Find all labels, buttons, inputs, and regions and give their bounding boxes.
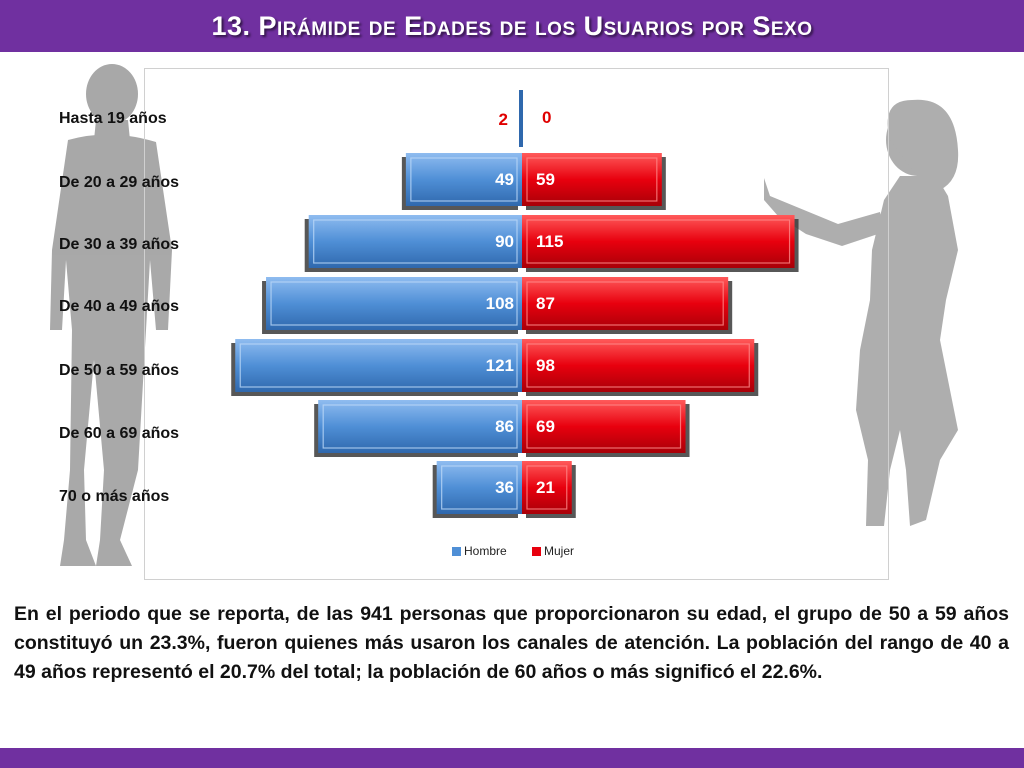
- woman-silhouette-icon: [764, 99, 959, 526]
- legend-swatch-mujer: [532, 547, 541, 556]
- bar-mujer: [522, 461, 576, 518]
- bar-hombre: [401, 153, 522, 210]
- legend-label-hombre: Hombre: [464, 544, 507, 558]
- data-label-hombre: 121: [486, 356, 514, 375]
- category-label: 70 o más años: [59, 488, 170, 505]
- data-label-mujer: 59: [536, 170, 555, 189]
- pyramid-chart: 2 0 49 59 90 115 108 87 121 98 86 69 36 21: [231, 90, 799, 518]
- data-label-mujer: 0: [542, 108, 551, 127]
- data-label-mujer: 98: [536, 356, 555, 375]
- bar-hombre: [304, 215, 522, 272]
- title-bar: 13. Pirámide de Edades de los Usuarios p…: [0, 0, 1024, 52]
- bar-hombre: [262, 277, 522, 334]
- man-silhouette-icon: [50, 64, 172, 566]
- data-label-mujer: 87: [536, 294, 555, 313]
- data-label-hombre: 2: [499, 110, 508, 129]
- data-label-mujer: 115: [536, 232, 563, 251]
- data-label-mujer: 21: [536, 478, 555, 497]
- bar-mujer: [522, 400, 690, 457]
- category-label: De 40 a 49 años: [59, 298, 180, 315]
- category-label: De 30 a 39 años: [59, 236, 180, 253]
- chart-area: [144, 68, 889, 580]
- data-label-hombre: 90: [495, 232, 514, 251]
- category-label: De 50 a 59 años: [59, 362, 180, 379]
- data-label-hombre: 86: [495, 417, 514, 436]
- footer-bar: [0, 748, 1024, 768]
- bar-hombre: [519, 90, 523, 147]
- page-title: 13. Pirámide de Edades de los Usuarios p…: [211, 10, 813, 41]
- data-label-hombre: 49: [495, 170, 514, 189]
- bar-hombre: [432, 461, 522, 518]
- bar-mujer: [522, 277, 733, 334]
- bar-hombre: [314, 400, 522, 457]
- data-label-hombre: 36: [495, 478, 514, 497]
- legend-label-mujer: Mujer: [544, 544, 575, 558]
- data-label-mujer: 69: [536, 417, 555, 436]
- data-label-hombre: 108: [486, 294, 514, 313]
- category-label: Hasta 19 años: [59, 110, 167, 127]
- bar-hombre: [231, 339, 523, 396]
- summary-paragraph: En el periodo que se reporta, de las 941…: [14, 603, 1009, 683]
- category-label: De 60 a 69 años: [59, 425, 180, 442]
- legend-swatch-hombre: [452, 547, 461, 556]
- bar-mujer: [522, 215, 799, 272]
- bar-mujer: [522, 339, 759, 396]
- category-label: De 20 a 29 años: [59, 174, 180, 191]
- bar-mujer: [522, 153, 666, 210]
